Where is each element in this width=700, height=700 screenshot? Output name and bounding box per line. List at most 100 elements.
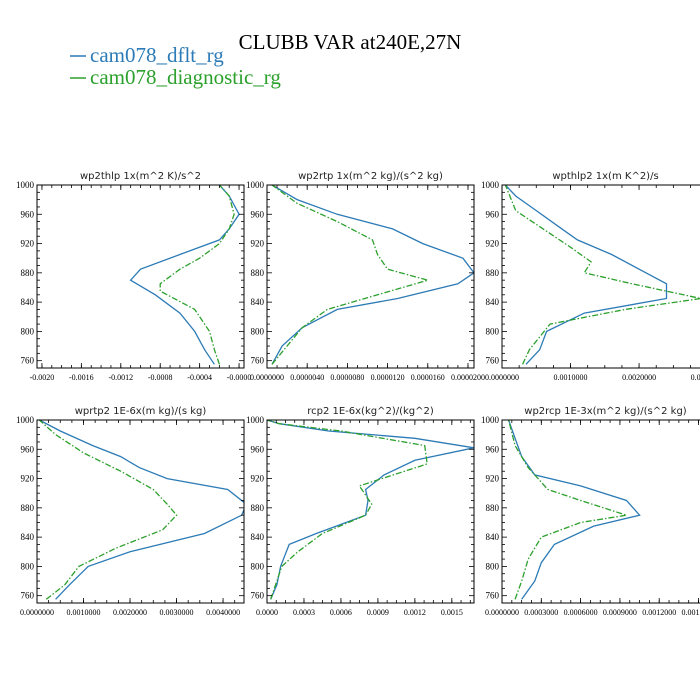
panel-title: rcp2 1E-6x(kg^2)/(kg^2) (307, 406, 434, 417)
panel-0: wp2thlp 1x(m^2 K)/s^2 760 800 840 880 920 960 1… (16, 171, 251, 382)
y-tick-label: 760 (251, 356, 265, 366)
series-line-1 (271, 185, 431, 365)
y-tick-label: 880 (486, 268, 500, 278)
x-tick-label: 0.0006 (330, 608, 352, 617)
x-tick-label: 0.0020000 (113, 608, 147, 617)
y-tick-label: 1000 (246, 415, 265, 425)
x-tick-label: -0.0004 (187, 373, 212, 382)
x-tick-label: 0.0000160 (411, 373, 445, 382)
x-tick-label: -0.0008 (148, 373, 173, 382)
y-tick-label: 1000 (16, 180, 35, 190)
x-tick-label: 0.0000000 (485, 373, 519, 382)
panel-1: wp2rtp 1x(m^2 kg)/(s^2 kg) 760 800 840 880 92… (246, 171, 485, 382)
panel-title: wprtp2 1E-6x(m kg)/(s kg) (75, 406, 207, 417)
y-tick-label: 920 (21, 474, 35, 484)
y-tick-label: 1000 (16, 415, 35, 425)
panel-title: wp2rcp 1E-3x(m^2 kg)/(s^2 kg) (524, 406, 687, 417)
x-tick-label: -0.0012 (108, 373, 133, 382)
series-line-0 (38, 420, 244, 600)
y-tick-label: 920 (486, 474, 500, 484)
x-tick-label: 0.0000040 (290, 373, 324, 382)
legend-entry-1: cam078_diagnostic_rg (90, 65, 281, 89)
panels-grid: wp2thlp 1x(m^2 K)/s^2 760 800 840 880 920 960 1… (16, 171, 700, 617)
series-line-0 (271, 185, 474, 365)
y-tick-label: 960 (21, 209, 35, 219)
x-tick-label: 0.0012000 (642, 608, 676, 617)
y-tick-label: 960 (251, 209, 265, 219)
series-line-1 (507, 420, 627, 600)
figure-title: CLUBB VAR at240E,27N (239, 30, 462, 54)
y-tick-label: 880 (21, 503, 35, 513)
y-tick-label: 880 (21, 268, 35, 278)
x-tick-label: 0.0000080 (330, 373, 364, 382)
series-line-1 (159, 185, 235, 365)
panel-title: wp2thlp 1x(m^2 K)/s^2 (80, 171, 201, 182)
y-tick-label: 800 (21, 561, 35, 571)
y-tick-label: 760 (486, 591, 500, 601)
x-tick-label: 0.0000200 (451, 373, 485, 382)
x-tick-label: 0.0000000 (485, 608, 519, 617)
x-tick-label: 0.0000 (256, 608, 278, 617)
series-line-0 (267, 420, 474, 600)
y-tick-label: 840 (251, 532, 265, 542)
series-line-0 (507, 420, 641, 600)
y-tick-label: 840 (21, 297, 35, 307)
series-line-1 (38, 420, 178, 600)
y-tick-label: 880 (251, 503, 265, 513)
y-tick-label: 920 (251, 239, 265, 249)
y-tick-label: 760 (21, 356, 35, 366)
y-tick-label: 800 (21, 326, 35, 336)
y-tick-label: 840 (486, 297, 500, 307)
y-tick-label: 800 (486, 326, 500, 336)
x-tick-label: -0.0016 (69, 373, 94, 382)
series-line-0 (129, 185, 240, 365)
y-tick-label: 960 (486, 209, 500, 219)
panel-3: wprtp2 1E-6x(m kg)/(s kg) 760 800 840 880 920… (16, 406, 245, 617)
legend-entry-0: cam078_dflt_rg (90, 43, 224, 67)
y-tick-label: 760 (251, 591, 265, 601)
panel-2: wpthlp2 1x(m K^2)/s 760 800 840 880 920 960 100… (481, 171, 700, 382)
x-tick-label: 0.0040000 (206, 608, 240, 617)
y-tick-label: 760 (486, 356, 500, 366)
y-tick-label: 840 (21, 532, 35, 542)
plot-frame (266, 184, 475, 369)
x-tick-label: 0.0015000 (682, 608, 700, 617)
panel-4: rcp2 1E-6x(kg^2)/(kg^2) 760 800 840 880 920 96… (246, 406, 475, 617)
x-tick-label: 0.0030000 (691, 373, 700, 382)
x-tick-label: -0.0000 (227, 373, 252, 382)
x-tick-label: 0.0010000 (554, 373, 588, 382)
y-tick-label: 1000 (246, 180, 265, 190)
x-tick-label: 0.0006000 (564, 608, 598, 617)
y-tick-label: 960 (251, 444, 265, 454)
plot-frame (501, 184, 700, 369)
y-tick-label: 760 (21, 591, 35, 601)
y-tick-label: 920 (21, 239, 35, 249)
y-tick-label: 880 (251, 268, 265, 278)
x-tick-label: 0.0003000 (524, 608, 558, 617)
x-tick-label: 0.0000120 (371, 373, 405, 382)
y-tick-label: 1000 (481, 180, 500, 190)
plot-frame (36, 419, 245, 604)
x-tick-label: -0.0020 (30, 373, 55, 382)
y-tick-label: 800 (486, 561, 500, 571)
y-tick-label: 800 (251, 326, 265, 336)
series-line-0 (504, 185, 668, 365)
y-tick-label: 840 (486, 532, 500, 542)
series-line-1 (504, 185, 700, 365)
x-tick-label: 0.0000000 (20, 608, 54, 617)
plot-frame (36, 184, 245, 369)
x-tick-label: 0.0012 (404, 608, 426, 617)
y-tick-label: 920 (251, 474, 265, 484)
x-tick-label: 0.0009 (367, 608, 389, 617)
x-tick-label: 0.0030000 (160, 608, 194, 617)
series-line-1 (267, 420, 428, 600)
y-tick-label: 880 (486, 503, 500, 513)
plot-frame (266, 419, 475, 604)
x-tick-label: 0.0009000 (603, 608, 637, 617)
x-tick-label: 0.0003 (293, 608, 315, 617)
y-tick-label: 960 (486, 444, 500, 454)
x-tick-label: 0.0000000 (250, 373, 284, 382)
panel-title: wp2rtp 1x(m^2 kg)/(s^2 kg) (298, 171, 443, 182)
